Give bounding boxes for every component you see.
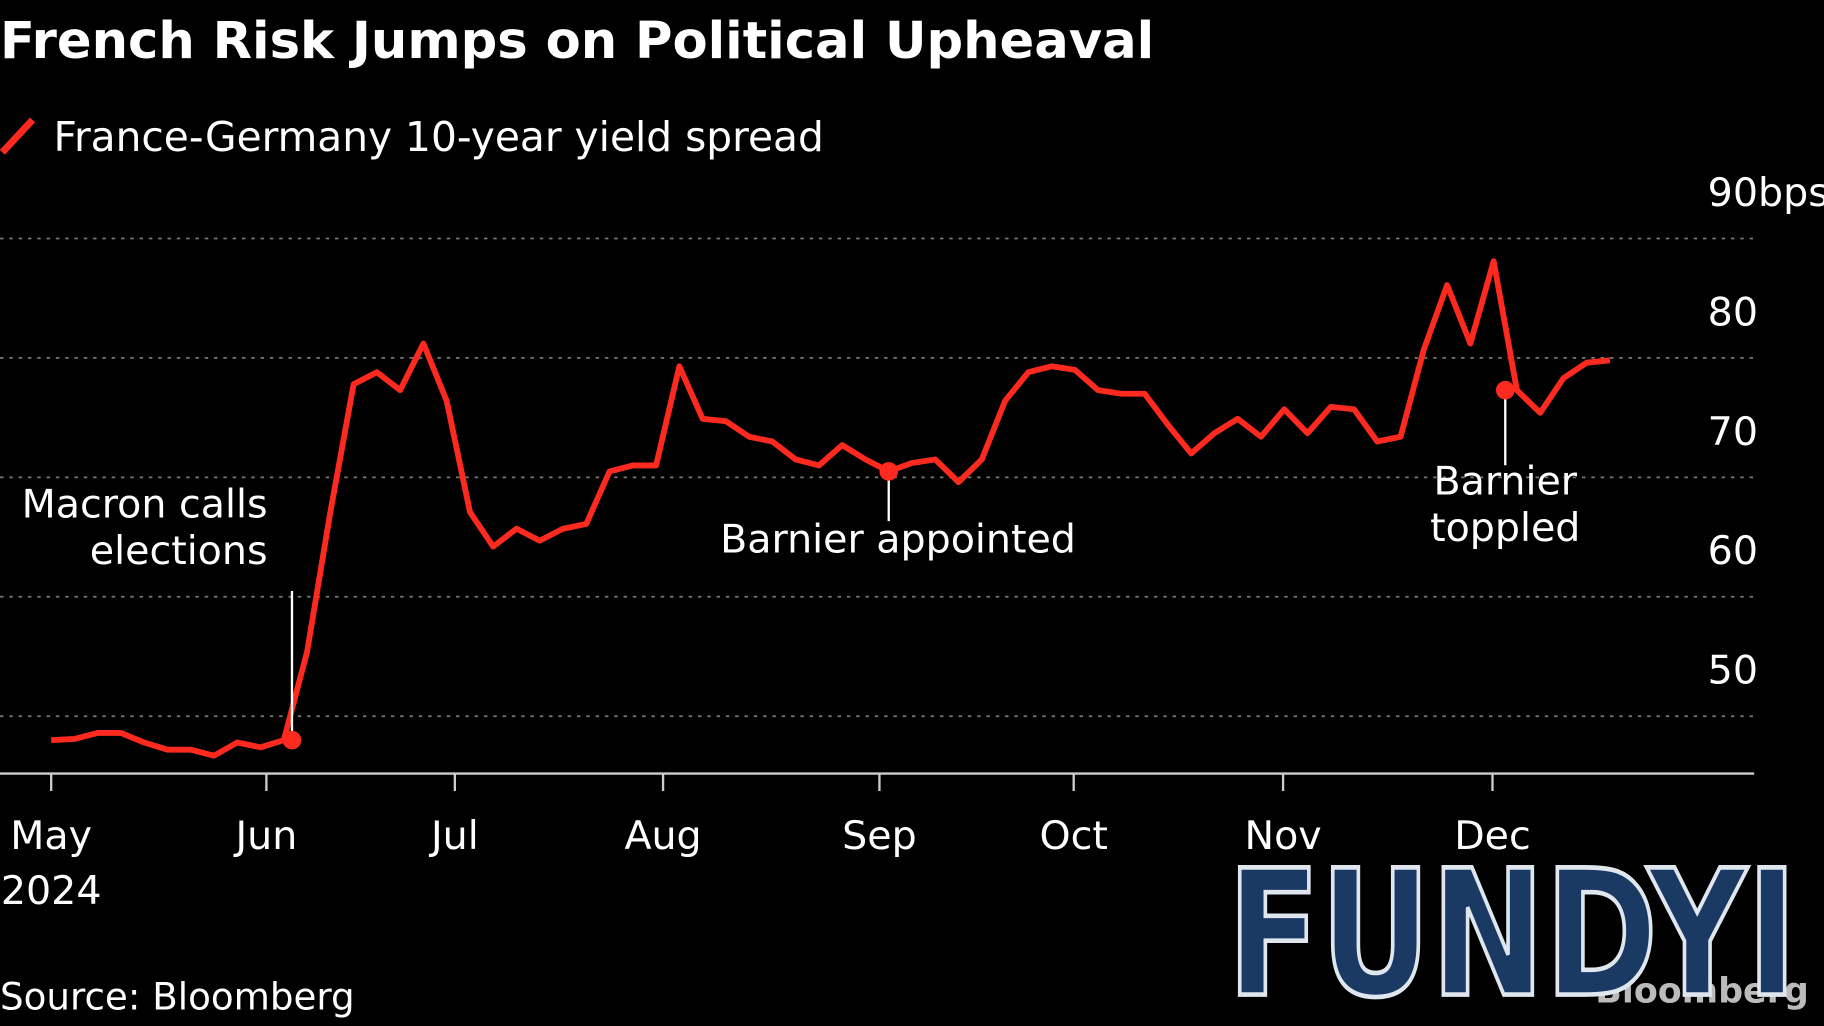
x-tick-label: Dec	[1454, 813, 1531, 859]
x-tick-label: Sep	[842, 813, 917, 859]
y-tick-label: 80	[1708, 289, 1758, 335]
source: Source: Bloomberg	[0, 975, 355, 1019]
watermark: FUNDYI	[1227, 834, 1797, 1026]
legend-label: France-Germany 10-year yield spread	[54, 113, 824, 161]
x-tick-label: May	[10, 813, 92, 859]
annotation-text: elections	[90, 528, 268, 574]
y-tick-label: 70	[1708, 409, 1758, 455]
x-year-label: 2024	[1, 868, 102, 914]
x-tick-label: Jun	[232, 813, 297, 859]
annotation-point	[1495, 380, 1515, 400]
annotation-point	[282, 730, 302, 750]
y-tick-label: 60	[1708, 528, 1758, 574]
annotation-text: toppled	[1430, 505, 1580, 551]
chart-title: French Risk Jumps on Political Upheaval	[0, 11, 1154, 71]
x-tick-label: Jul	[428, 813, 479, 859]
x-tick-label: Aug	[624, 813, 701, 859]
plot-area: 50 60 70 80 90bps May Jun Jul Aug Sep Oct Nov Dec 202…	[0, 170, 1824, 914]
x-tick-label: Nov	[1244, 813, 1321, 859]
annotation-point	[879, 462, 899, 481]
y-tick-label: 50	[1708, 648, 1758, 694]
series-line	[51, 258, 1611, 759]
annotation-text: Barnier	[1433, 458, 1577, 504]
logo: Bloomberg	[1595, 972, 1809, 1012]
legend-swatch	[0, 117, 36, 155]
annotation-text: Barnier appointed	[720, 517, 1076, 563]
x-tick-label: Oct	[1039, 813, 1107, 859]
y-tick-label: 90bps	[1708, 170, 1824, 216]
annotation-text: Macron calls	[22, 482, 268, 528]
